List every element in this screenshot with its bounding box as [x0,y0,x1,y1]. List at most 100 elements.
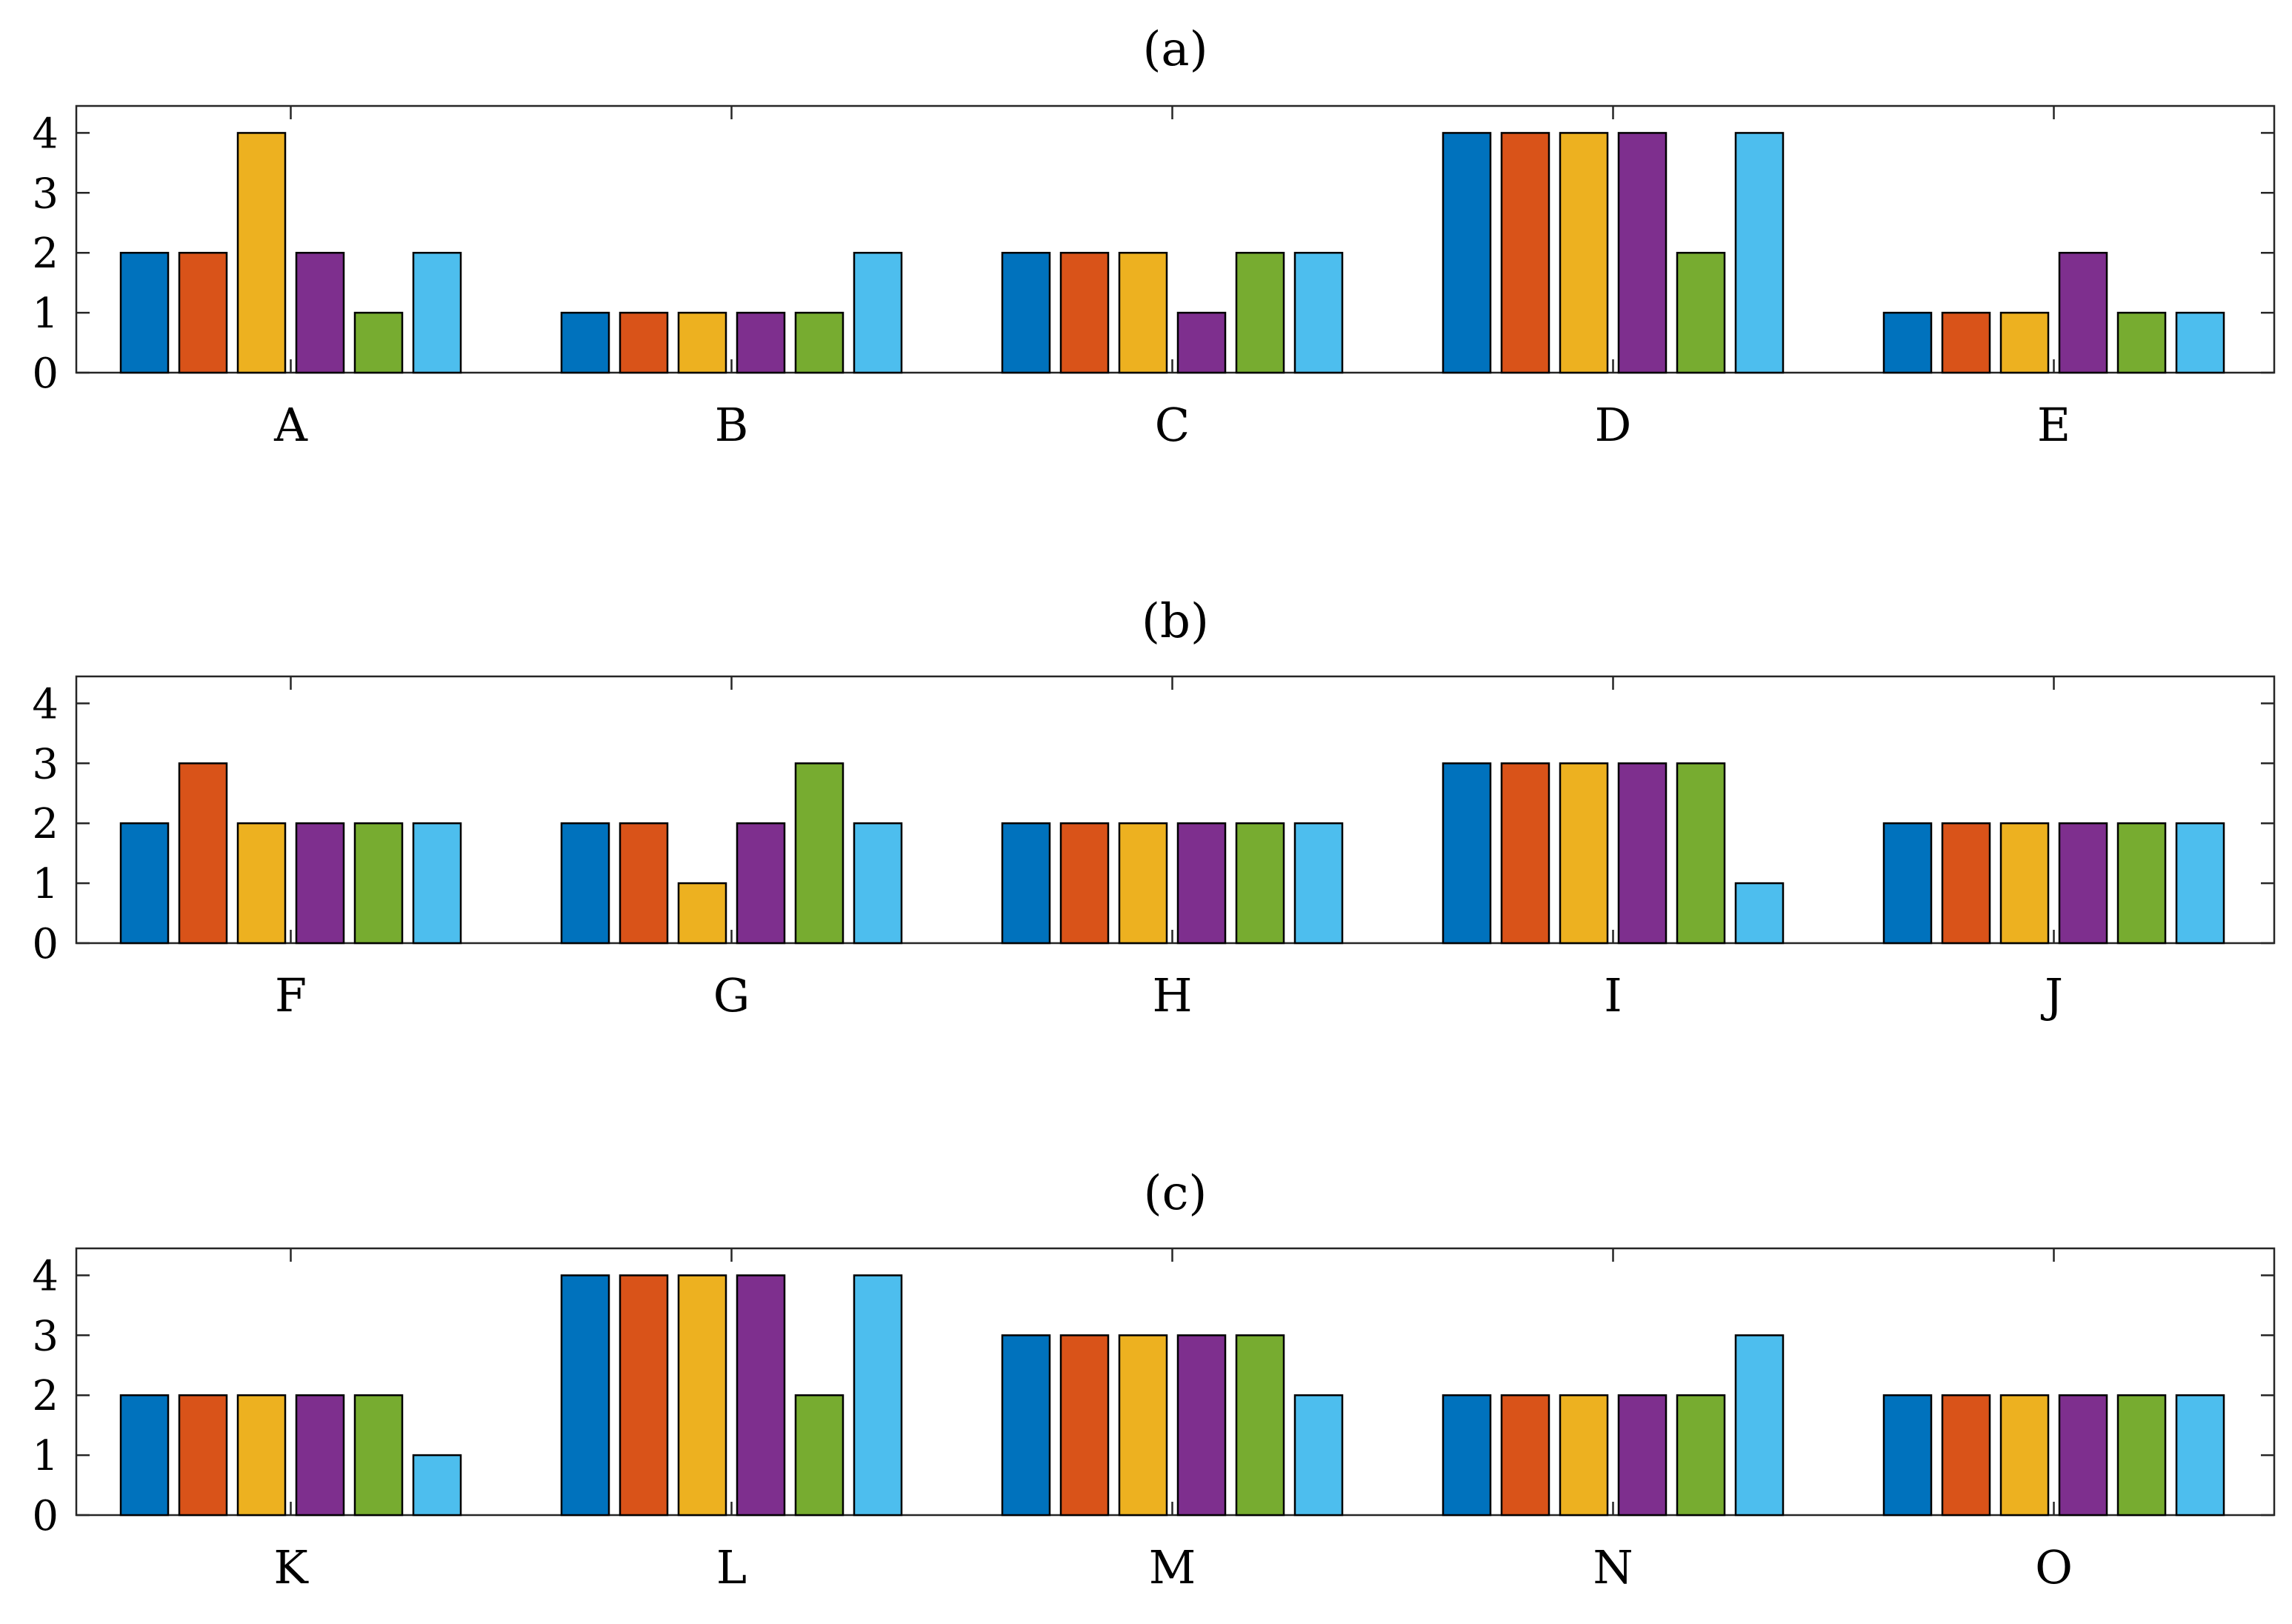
panel-c-bar-O-series-6 [2175,1394,2225,1517]
panel-a-category-label: D [1595,398,1632,452]
panel-b-bar-G-series-1 [560,822,610,945]
panel-c-category-label: N [1593,1540,1633,1594]
panel-a-bar-E-series-3 [1999,311,2050,374]
panel-c-bar-K-series-6 [412,1454,462,1517]
panel-c-bar-M-series-6 [1293,1394,1344,1517]
panel-c-ytick-label: 1 [32,1432,59,1480]
panel-b-bar-G-series-3 [677,882,727,945]
panel-b-ytick-label: 3 [32,740,59,788]
panel-c-bar-L-series-3 [677,1274,727,1517]
panel-a-bar-A-series-5 [353,311,404,374]
panel-c-bar-L-series-1 [560,1274,610,1517]
panel-b-category-label: F [275,968,307,1022]
panel-b-category-label: I [1604,968,1622,1022]
panel-c-bar-N-series-2 [1500,1394,1550,1517]
panel-b-category-label: G [713,968,750,1022]
panel-a-ytick-label: 0 [32,350,59,398]
panel-a-bar-D-series-6 [1734,132,1785,374]
panel-b-bar-G-series-2 [619,822,669,945]
panel-a-bar-E-series-5 [2116,311,2167,374]
panel-c-bar-N-series-1 [1442,1394,1492,1517]
panel-b-bar-J-series-3 [1999,822,2050,945]
panel-a-bar-C-series-1 [1001,251,1051,374]
panel-c-bar-O-series-3 [1999,1394,2050,1517]
panel-c-bar-K-series-3 [236,1394,287,1517]
panel-b-category-label: J [2040,968,2063,1022]
panel-a-bar-C-series-6 [1293,251,1344,374]
panel-c-bar-M-series-2 [1059,1334,1110,1517]
panel-b-bar-G-series-4 [736,822,786,945]
panel-b-bar-I-series-5 [1676,762,1726,945]
panel-c-bar-L-series-6 [853,1274,903,1517]
panel-b-bar-H-series-3 [1118,822,1168,945]
panel-c-bar-M-series-4 [1176,1334,1227,1517]
panel-a-bar-D-series-1 [1442,132,1492,374]
panel-b-bar-F-series-3 [236,822,287,945]
panel-a-bar-D-series-2 [1500,132,1550,374]
panel-c-bar-K-series-1 [119,1394,170,1517]
panel-c-bar-K-series-2 [178,1394,228,1517]
panel-b-bar-H-series-1 [1001,822,1051,945]
panel-c-bar-L-series-2 [619,1274,669,1517]
panel-c-bar-M-series-1 [1001,1334,1051,1517]
panel-b-bar-F-series-4 [295,822,345,945]
panel-b-bar-J-series-1 [1882,822,1933,945]
panel-b-bar-G-series-6 [853,822,903,945]
panel-b-bar-H-series-2 [1059,822,1110,945]
panel-b-bar-J-series-2 [1941,822,1991,945]
panel-a-bar-B-series-5 [794,311,844,374]
panel-b-bar-I-series-4 [1617,762,1668,945]
panel-c-bar-O-series-5 [2116,1394,2167,1517]
panel-c-bar-N-series-5 [1676,1394,1726,1517]
panel-a-bar-A-series-4 [295,251,345,374]
panel-a-bar-C-series-2 [1059,251,1110,374]
panel-c-bar-N-series-3 [1559,1394,1609,1517]
panel-c-bar-O-series-4 [2058,1394,2108,1517]
panel-b-bar-I-series-6 [1734,882,1785,945]
panel-c-ytick-label: 3 [32,1312,59,1360]
panel-a-bar-A-series-1 [119,251,170,374]
panel-c-ytick-label: 0 [32,1492,59,1540]
panel-b-bar-J-series-5 [2116,822,2167,945]
panel-b-ytick-label: 2 [32,800,59,848]
panel-a-bar-D-series-5 [1676,251,1726,374]
panel-c-title: (c) [1144,1166,1207,1221]
panel-a-bar-B-series-1 [560,311,610,374]
panel-c-bar-M-series-3 [1118,1334,1168,1517]
panel-a-bar-E-series-1 [1882,311,1933,374]
panel-a-ytick-label: 3 [32,170,59,218]
panel-c-bar-O-series-2 [1941,1394,1991,1517]
panel-a-bar-D-series-3 [1559,132,1609,374]
panel-b-bar-J-series-6 [2175,822,2225,945]
panel-a-bar-E-series-2 [1941,311,1991,374]
panel-a-axes-box [75,104,2276,374]
panel-a-bar-C-series-5 [1235,251,1285,374]
panel-b-bar-G-series-5 [794,762,844,945]
panel-a-bar-D-series-4 [1617,132,1668,374]
panel-a-bar-B-series-4 [736,311,786,374]
panel-a-bar-B-series-6 [853,251,903,374]
panel-b-title: (b) [1142,594,1209,649]
panel-a-bar-A-series-2 [178,251,228,374]
panel-a-ytick-label: 2 [32,230,59,278]
panel-b-bar-F-series-5 [353,822,404,945]
panel-b-bar-H-series-6 [1293,822,1344,945]
panel-c-category-label: M [1149,1540,1196,1594]
panel-a-ytick-label: 1 [32,290,59,338]
panel-a-title: (a) [1142,22,1207,77]
panel-c-axes-box [75,1247,2276,1517]
panel-a-category-label: C [1155,398,1190,452]
panel-b-ytick-label: 4 [32,680,59,728]
panel-b-category-label: H [1152,968,1192,1022]
panel-a-bar-B-series-2 [619,311,669,374]
panel-b-ytick-label: 0 [32,920,59,968]
panel-b-bar-J-series-4 [2058,822,2108,945]
panel-c-bar-L-series-4 [736,1274,786,1517]
panel-b-bar-H-series-4 [1176,822,1227,945]
panel-b-bar-F-series-1 [119,822,170,945]
panel-b-axes-box [75,675,2276,945]
panel-c-bar-L-series-5 [794,1394,844,1517]
panel-a-bar-A-series-3 [236,132,287,374]
panel-b-bar-F-series-2 [178,762,228,945]
